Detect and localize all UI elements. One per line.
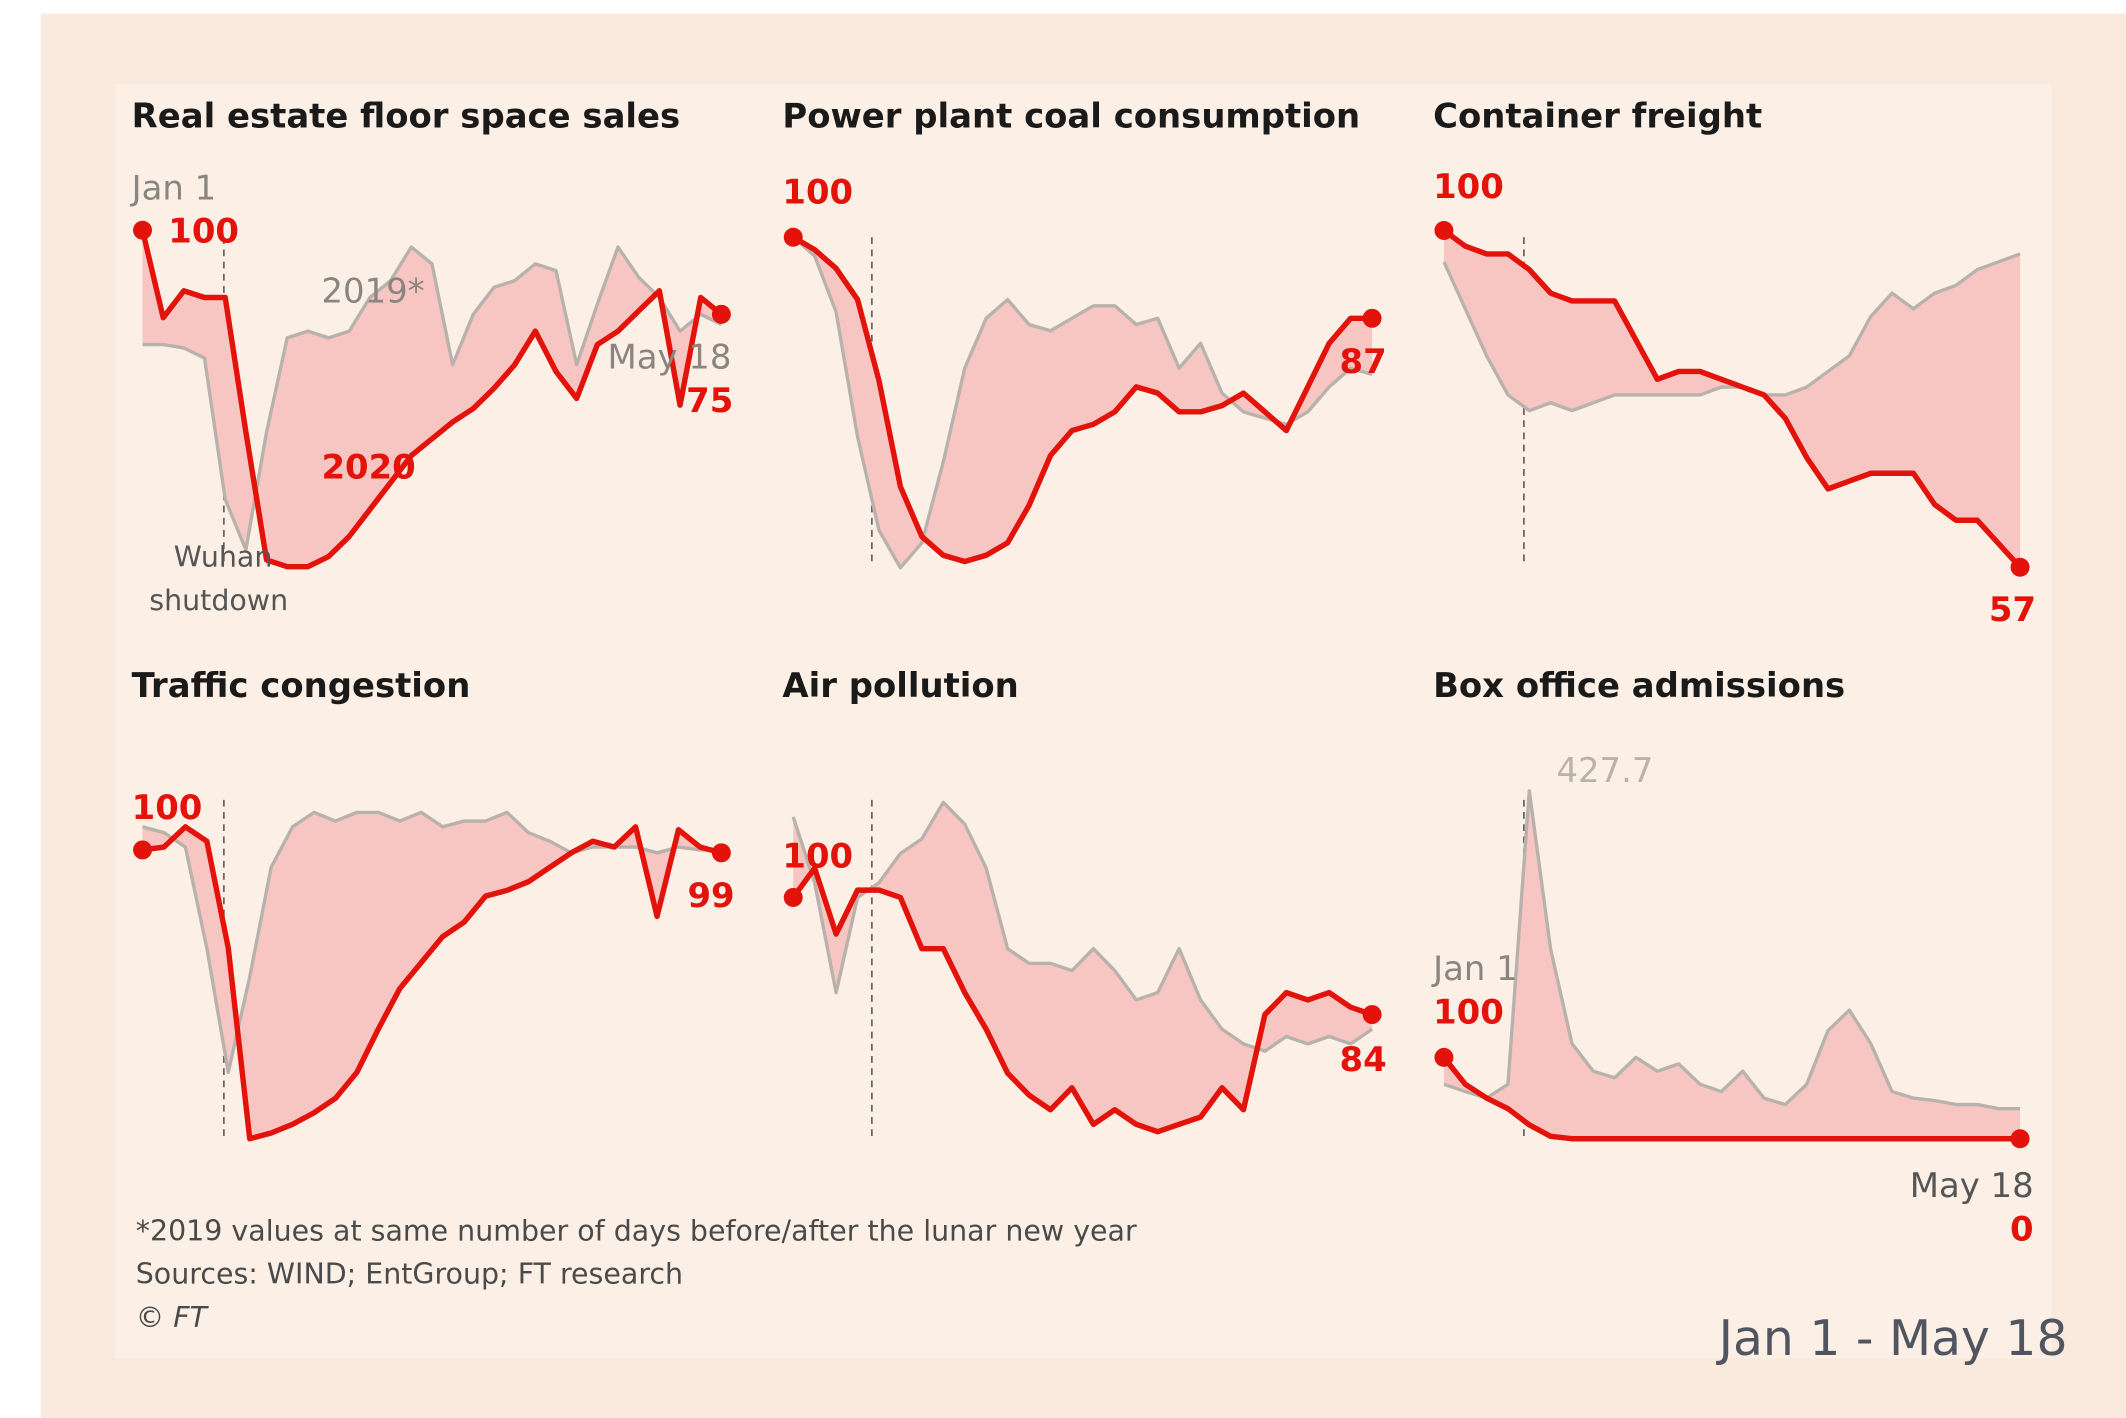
end-dot <box>133 220 153 240</box>
start-date: Jan 1 <box>130 168 217 207</box>
series-line <box>1441 1055 2021 1142</box>
annotation: Wuhan <box>174 541 273 574</box>
series-line <box>142 824 723 1142</box>
gap-area <box>142 812 722 1139</box>
series-label: 2020 <box>321 448 415 487</box>
series-line <box>142 245 723 552</box>
end-date: May 18 <box>1910 1166 2034 1205</box>
start-date: Jan 1 <box>1431 949 1518 988</box>
annotation: shutdown <box>149 584 288 617</box>
series-label: 2019* <box>321 271 424 310</box>
end-dot <box>1434 1047 1454 1067</box>
caption: Jan 1 - May 18 <box>1716 1310 2068 1367</box>
end-dot <box>2010 1129 2030 1149</box>
start-value: 100 <box>1433 993 1504 1032</box>
series-line <box>1443 789 2021 1111</box>
end-dot <box>2010 557 2030 577</box>
panel-title: Power plant coal consumption <box>782 96 1360 135</box>
end-dot <box>1434 220 1454 240</box>
end-date: May 18 <box>608 338 732 377</box>
gap-area <box>793 802 1373 1132</box>
start-value: 100 <box>132 788 203 827</box>
source: Sources: WIND; EntGroup; FT research <box>136 1258 683 1291</box>
peak-value: 427.7 <box>1556 751 1653 790</box>
end-value: 57 <box>1989 590 2036 629</box>
end-dot <box>711 304 731 324</box>
start-value: 100 <box>168 212 239 251</box>
end-dot <box>1362 308 1382 328</box>
panel-title: Container freight <box>1433 96 1762 135</box>
panel-title: Traffic congestion <box>132 666 471 705</box>
gap-area <box>1443 230 2021 568</box>
series-line <box>791 234 1373 565</box>
end-value: 75 <box>686 381 733 420</box>
series-line <box>1442 252 2021 413</box>
end-dot <box>133 840 153 860</box>
series-line <box>791 800 1374 1053</box>
panel-title: Box office admissions <box>1433 666 1845 705</box>
end-value: 84 <box>1340 1040 1387 1079</box>
end-dot <box>1362 1005 1382 1025</box>
marks <box>133 220 2030 1149</box>
series-line <box>139 229 724 570</box>
end-value: 87 <box>1340 342 1387 381</box>
start-value: 100 <box>782 172 853 211</box>
end-value: 0 <box>2010 1209 2034 1248</box>
end-dot <box>783 887 803 907</box>
end-dot <box>783 227 803 247</box>
credit: © FT <box>136 1301 210 1334</box>
start-value: 100 <box>1433 167 1504 206</box>
panel-title: Air pollution <box>782 666 1018 705</box>
footnote: *2019 values at same number of days befo… <box>136 1214 1137 1247</box>
gap-area <box>142 230 722 567</box>
panel-title: Real estate floor space sales <box>132 96 681 135</box>
end-value: 99 <box>687 876 734 915</box>
series-line <box>1442 228 2023 570</box>
series-line <box>791 865 1373 1135</box>
start-value: 100 <box>782 837 853 876</box>
end-dot <box>711 843 731 863</box>
